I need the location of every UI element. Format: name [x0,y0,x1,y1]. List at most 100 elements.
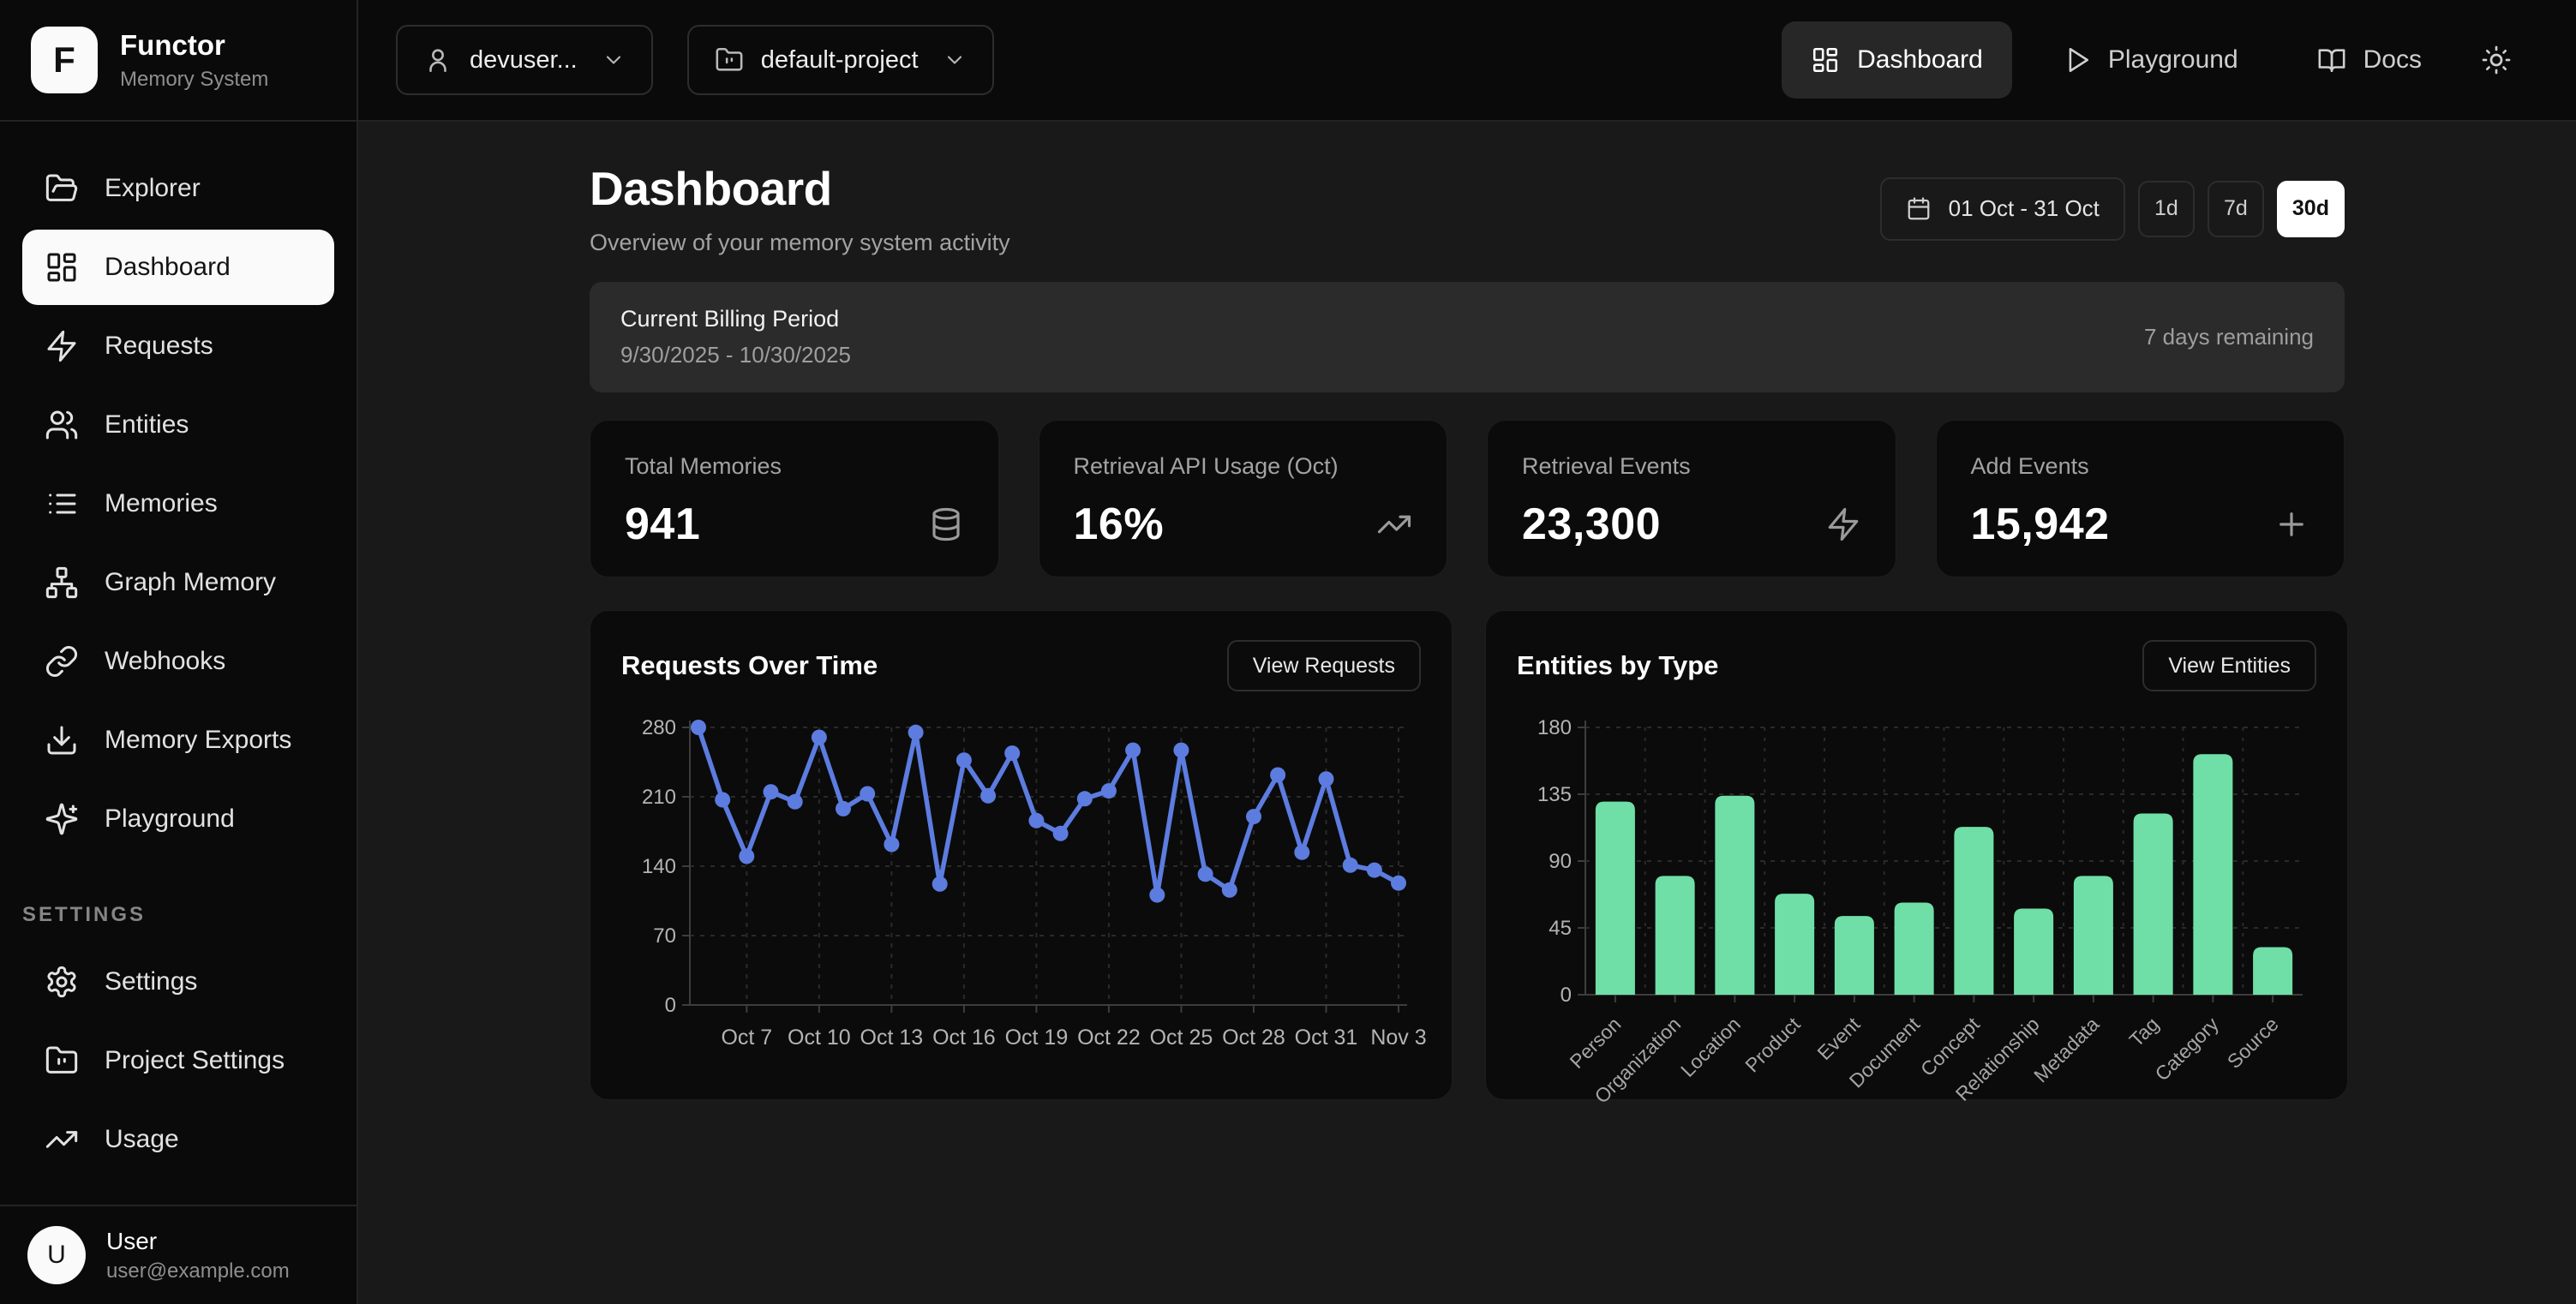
svg-text:Location: Location [1676,1013,1745,1081]
top-nav-dashboard[interactable]: Dashboard [1782,21,2012,99]
sidebar-item-label: Explorer [105,174,201,202]
calendar-icon [1906,196,1932,222]
avatar-initial: U [47,1241,66,1269]
date-controls: 01 Oct - 31 Oct 1d 7d 30d [1879,176,2345,241]
stat-label: Add Events [1970,453,2089,479]
svg-text:Oct 25: Oct 25 [1150,1026,1213,1050]
project-dropdown[interactable]: default-project [686,25,994,95]
list-icon [45,487,79,521]
user-dropdown-label: devuser... [470,45,578,74]
svg-text:Nov 3: Nov 3 [1370,1026,1426,1050]
requests-chart-card: Requests Over Time View Requests 0 70 140 210… [590,610,1453,1100]
bar-document [1894,902,1934,995]
sidebar-item-memory-exports[interactable]: Memory Exports [22,703,334,778]
sidebar-item-label: Memory Exports [105,726,292,754]
requests-line-chart: 0 70 140 210 280 Oct 7 Oct 10 Oct 13 Oct 16 Oct 1… [642,716,1427,1050]
stat-row: 16% [1074,499,1413,550]
sidebar-item-label: Entities [105,410,189,439]
chart-title: Requests Over Time [621,650,878,680]
date-range-button[interactable]: 01 Oct - 31 Oct [1879,176,2125,241]
bar-product [1775,894,1815,995]
plus-icon [2273,506,2309,542]
database-icon [928,506,964,542]
sidebar-item-explorer[interactable]: Explorer [22,151,334,226]
chart-action-button[interactable]: View Entities [2142,640,2316,691]
sidebar-item-label: Settings [105,967,198,996]
sidebar-item-entities[interactable]: Entities [22,387,334,463]
sidebar-item-label: Memories [105,489,218,517]
topbar: devuser... default-project Dashboard Play… [358,0,2576,122]
entities-bar-chart: 04590135180PersonOrganizationLocationPro… [1537,716,2303,1108]
project-dropdown-label: default-project [760,45,919,74]
sidebar-item-playground[interactable]: Playground [22,781,334,857]
stat-card-add-events: Add Events 15,942 [1935,420,2345,577]
avatar: U [27,1226,86,1284]
sidebar-item-graph-memory[interactable]: Graph Memory [22,545,334,620]
svg-text:Oct 28: Oct 28 [1222,1026,1285,1050]
main-column: devuser... default-project Dashboard Play… [358,0,2576,1304]
range-pill-7d[interactable]: 7d [2207,180,2264,237]
bar-person [1595,801,1635,995]
range-pill-30d[interactable]: 30d [2276,180,2345,237]
main-content: Dashboard Overview of your memory system… [358,122,2576,1304]
bar-source [2253,947,2293,995]
sidebar-settings-nav: Settings Project Settings Usage [0,944,356,1181]
sidebar-section-label: SETTINGS [22,903,147,926]
sidebar-item-project-settings[interactable]: Project Settings [22,1023,334,1098]
stat-row: 23,300 [1522,499,1861,550]
stat-value: 15,942 [1970,499,2110,549]
top-nav-label: Docs [2363,45,2422,74]
sidebar-item-label: Dashboard [105,253,231,281]
users-icon [45,408,79,442]
download-icon [45,723,79,757]
zap-icon [45,329,79,363]
sidebar-item-label: Playground [105,805,235,833]
brand-name: Functor [120,28,225,61]
svg-text:Category: Category [2151,1013,2224,1086]
sparkles-icon [45,802,79,836]
sidebar-item-settings[interactable]: Settings [22,944,334,1020]
svg-text:Oct 19: Oct 19 [1005,1026,1069,1050]
svg-text:Oct 10: Oct 10 [788,1026,851,1050]
billing-remaining: 7 days remaining [2144,324,2314,350]
chart-action-button[interactable]: View Requests [1226,640,1421,691]
play-icon [2062,45,2091,75]
user-dropdown[interactable]: devuser... [396,25,653,95]
sidebar-item-dashboard[interactable]: Dashboard [22,230,334,305]
zap-icon [1825,506,1861,542]
svg-text:Person: Person [1565,1013,1625,1073]
bar-concept [1954,827,1994,995]
charts-row: Requests Over Time View Requests 0 70 140 210… [590,610,2348,1108]
svg-text:280: 280 [642,716,676,739]
sidebar-item-memories[interactable]: Memories [22,466,334,541]
user-icon [423,45,452,75]
sidebar-item-usage[interactable]: Usage [22,1102,334,1177]
top-nav-playground[interactable]: Playground [2033,21,2267,99]
stat-cards: Total Memories 941 Retrieval API Usage (Oc… [590,420,2345,577]
bar-metadata [2073,876,2113,995]
svg-text:Oct 7: Oct 7 [721,1026,772,1050]
stat-card-retrieval-events: Retrieval Events 23,300 [1487,420,1896,577]
range-pill-1d[interactable]: 1d [2137,180,2195,237]
top-nav-label: Playground [2107,45,2238,74]
theme-toggle[interactable] [2466,30,2526,90]
user-menu[interactable]: U User user@example.com [0,1205,356,1304]
svg-text:45: 45 [1549,917,1572,940]
page-heading: Dashboard Overview of your memory system… [590,161,1010,256]
svg-text:210: 210 [642,786,676,809]
sidebar-item-label: Requests [105,332,213,360]
sidebar-item-requests[interactable]: Requests [22,308,334,384]
page-subtitle: Overview of your memory system activity [590,230,1010,255]
sidebar-item-webhooks[interactable]: Webhooks [22,624,334,699]
top-nav-docs[interactable]: Docs [2288,21,2451,99]
stat-value: 23,300 [1522,499,1662,549]
stat-label: Total Memories [625,453,782,479]
top-nav-label: Dashboard [1857,45,1983,74]
sidebar: F Functor Memory System Explorer Dashboar… [0,0,358,1304]
svg-text:Event: Event [1812,1013,1864,1064]
chevron-down-icon [943,48,967,72]
stat-value: 941 [625,499,701,549]
bar-event [1834,916,1874,995]
svg-text:Oct 31: Oct 31 [1295,1026,1358,1050]
